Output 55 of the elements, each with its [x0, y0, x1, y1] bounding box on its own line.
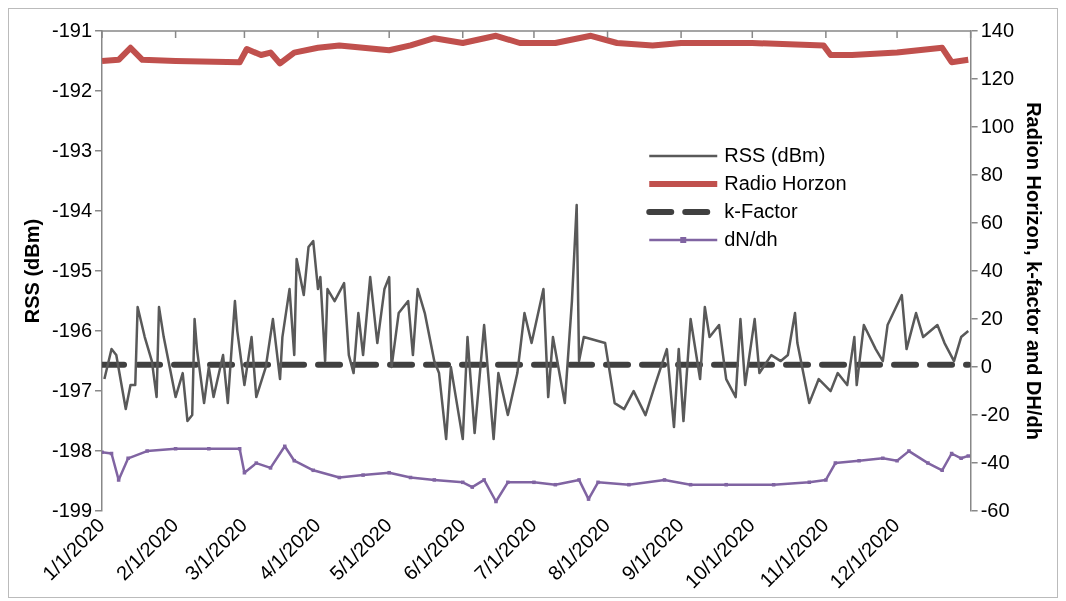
y2-tick-label: 40	[980, 258, 1003, 281]
y2-tick-label: 120	[980, 66, 1015, 89]
point	[254, 461, 259, 465]
y-tick-label: -199	[52, 498, 93, 521]
point	[361, 473, 365, 477]
point	[966, 454, 971, 458]
y2-tick-label: -60	[980, 498, 1010, 521]
y2-tick-label: 60	[980, 210, 1003, 233]
point	[126, 456, 130, 461]
legend-label: k-Factor	[724, 199, 798, 222]
y2-axis-title: Radion Horizon, k-factor and DH/dh	[1023, 102, 1046, 440]
y-tick-label: -198	[52, 438, 93, 461]
y2-tick-label: -40	[980, 450, 1010, 473]
y-tick-label: -194	[52, 198, 93, 221]
y2-tick-label: 20	[980, 306, 1003, 329]
point	[807, 480, 812, 485]
y-tick-label: -193	[52, 138, 93, 161]
point	[940, 468, 944, 473]
y2-tick-label: 140	[980, 18, 1015, 41]
point	[833, 461, 838, 465]
point	[292, 458, 297, 463]
point	[482, 478, 486, 482]
legend-label: dN/dh	[724, 227, 778, 250]
legend-label: Radio Horzon	[724, 171, 847, 194]
point	[596, 480, 600, 485]
y2-tick-label: 100	[980, 114, 1015, 137]
y-tick-label: -195	[52, 258, 93, 281]
point	[494, 499, 498, 504]
y-tick-label: -197	[52, 378, 93, 401]
point	[460, 480, 465, 485]
point	[926, 461, 930, 465]
point	[145, 449, 149, 453]
point	[662, 478, 667, 482]
y2-tick-label: -20	[980, 402, 1010, 425]
y-tick-label: -191	[52, 18, 93, 41]
point	[532, 480, 536, 485]
point	[824, 478, 828, 482]
point	[470, 485, 475, 489]
y-tick-label: -196	[52, 318, 93, 341]
point	[116, 478, 121, 482]
point	[959, 456, 963, 461]
y-tick-label: -192	[52, 78, 93, 101]
y2-tick-label: 80	[980, 162, 1003, 185]
point	[432, 478, 437, 482]
point	[506, 480, 510, 485]
y2-tick-label: 0	[980, 354, 992, 377]
point	[857, 458, 861, 463]
point	[895, 458, 899, 463]
legend-label: RSS (dBm)	[724, 143, 826, 166]
point	[311, 468, 316, 473]
point	[586, 497, 591, 501]
point	[627, 482, 631, 487]
y-axis-title: RSS (dBm)	[20, 218, 43, 324]
point	[577, 478, 581, 482]
point	[268, 466, 273, 470]
